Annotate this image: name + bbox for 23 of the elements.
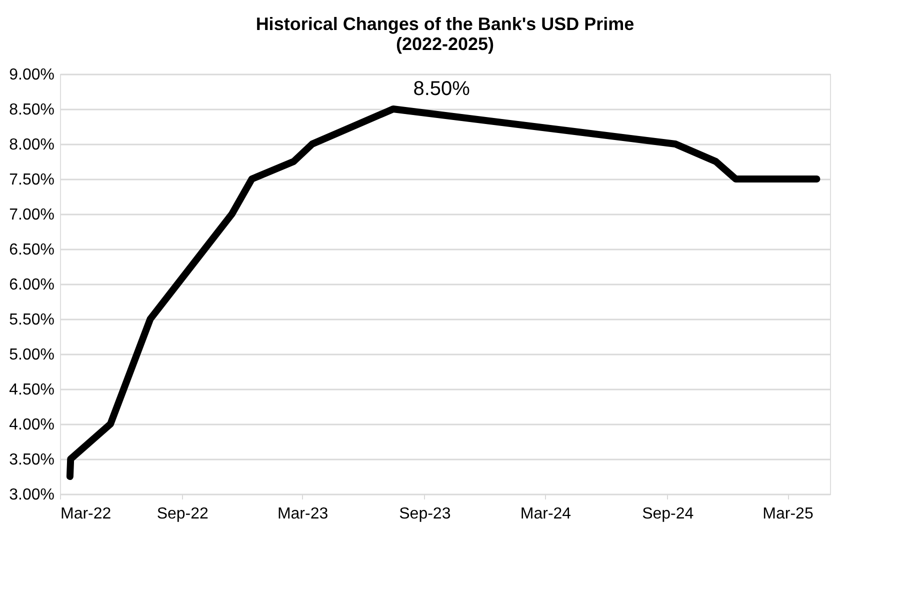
y-tick-label: 8.00% [9, 136, 54, 154]
x-tick-label: Sep-23 [399, 506, 451, 522]
text: Historical Changes of the Bank's USD Prime [256, 14, 634, 34]
x-tick-label: Mar-25 [762, 506, 814, 522]
y-tick-label: 6.00% [9, 276, 54, 294]
x-tick-label: Sep-22 [156, 506, 209, 522]
y-tick-label: 7.50% [9, 172, 54, 188]
x-tick-label: Sep-24 [642, 506, 694, 522]
text: (2022-2025) [396, 34, 494, 54]
y-tick-label: 8.50% [9, 102, 54, 118]
y-tick-label: 5.50% [9, 312, 54, 328]
y-tick-label: 4.50% [9, 382, 54, 398]
x-tick-label: Mar-24 [520, 506, 572, 522]
x-tick-label: Mar-23 [277, 506, 328, 522]
annotation: 8.50% [413, 78, 470, 100]
y-tick-label: 3.00% [9, 486, 54, 504]
y-tick-label: 5.00% [9, 346, 54, 364]
y-tick-label: 6.50% [9, 242, 54, 258]
y-tick-label: 3.50% [9, 452, 54, 468]
x-tick-label: Mar-22 [60, 506, 112, 522]
y-tick-label: 7.00% [9, 206, 54, 224]
y-tick-label: 9.00% [9, 66, 54, 84]
y-tick-label: 4.00% [9, 416, 54, 434]
